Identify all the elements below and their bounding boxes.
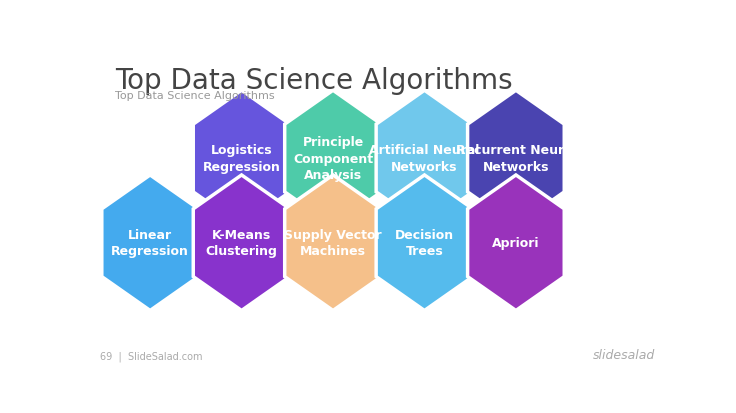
Polygon shape <box>467 176 565 311</box>
Polygon shape <box>285 91 381 226</box>
Text: slidesalad: slidesalad <box>592 349 654 361</box>
Text: Top Data Science Algorithms: Top Data Science Algorithms <box>116 66 513 95</box>
Polygon shape <box>467 91 565 226</box>
Polygon shape <box>194 91 290 226</box>
Text: Artificial Neural
Networks: Artificial Neural Networks <box>369 144 480 173</box>
Text: Principle
Component
Analysis: Principle Component Analysis <box>293 136 373 182</box>
Text: 69  |  SlideSalad.com: 69 | SlideSalad.com <box>100 351 202 361</box>
Text: Decision
Trees: Decision Trees <box>395 228 454 258</box>
Polygon shape <box>285 176 381 311</box>
Text: Supply Vector
Machines: Supply Vector Machines <box>284 228 382 258</box>
Text: Recurrent Neural
Networks: Recurrent Neural Networks <box>456 144 576 173</box>
Text: K-Means
Clustering: K-Means Clustering <box>205 228 277 258</box>
Text: Apriori: Apriori <box>492 237 539 249</box>
Polygon shape <box>376 176 473 311</box>
Polygon shape <box>376 91 473 226</box>
Polygon shape <box>194 176 290 311</box>
Text: Top Data Science Algorithms: Top Data Science Algorithms <box>116 91 275 101</box>
Text: Logistics
Regression: Logistics Regression <box>202 144 280 173</box>
Text: Linear
Regression: Linear Regression <box>111 228 189 258</box>
Polygon shape <box>102 176 199 311</box>
